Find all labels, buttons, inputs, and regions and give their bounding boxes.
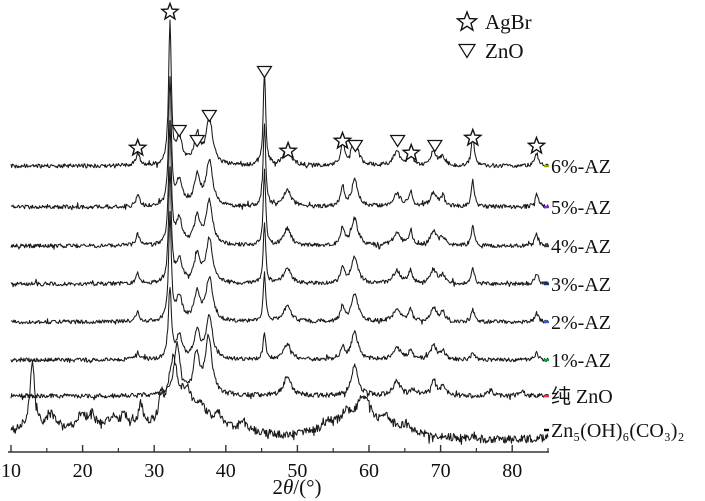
legend-star-icon	[455, 10, 479, 32]
series-label-3-az: 3%-AZ	[551, 274, 611, 296]
legend-label-zno: ZnO	[485, 39, 524, 63]
legend-triangle-down-icon	[457, 43, 477, 59]
star-marker-icon	[526, 135, 547, 155]
x-axis-label: 2θ/(°)	[272, 475, 321, 499]
x-tick-label: 10	[1, 460, 21, 482]
xrd-trace-2-az	[10, 210, 549, 325]
legend-label-agbr: AgBr	[485, 10, 532, 34]
series-label-zno: 纯 ZnO	[551, 385, 613, 408]
star-marker-icon	[332, 130, 353, 150]
x-tick-label: 80	[502, 460, 522, 482]
star-marker-icon	[127, 137, 148, 157]
series-label-6-az: 6%-AZ	[551, 156, 611, 178]
xrd-trace-1-az	[10, 286, 549, 364]
triangle-down-marker-icon	[347, 139, 364, 153]
series-label-1-az: 1%-AZ	[551, 350, 611, 372]
xrd-trace-4-az	[10, 120, 549, 250]
series-label-2-az: 2%-AZ	[551, 312, 611, 334]
x-tick-label: 60	[359, 460, 379, 482]
xrd-trace-3-az	[10, 166, 549, 288]
xrd-trace-zno	[10, 333, 549, 401]
x-tick-label: 50	[287, 460, 307, 482]
xrd-trace-6-az	[10, 19, 549, 169]
series-label-4-az: 4%-AZ	[551, 236, 611, 258]
star-marker-icon	[160, 1, 180, 21]
x-tick-label: 30	[144, 460, 164, 482]
triangle-down-marker-icon	[171, 124, 188, 138]
triangle-down-marker-icon	[426, 139, 443, 153]
xrd-trace-zn-oh-co	[10, 353, 549, 445]
star-marker-icon	[462, 127, 483, 147]
series-label-zn-oh-co: Zn₅(OH)₆(CO₃)₂	[551, 420, 684, 442]
triangle-down-marker-icon	[201, 109, 218, 123]
series-label-5-az: 5%-AZ	[551, 197, 611, 219]
xrd-trace-5-az	[10, 76, 549, 211]
triangle-down-marker-icon	[189, 134, 206, 148]
star-marker-icon	[401, 142, 422, 162]
x-tick-label: 20	[73, 460, 93, 482]
star-marker-icon	[278, 140, 299, 160]
x-tick-label: 70	[431, 460, 451, 482]
triangle-down-marker-icon	[389, 134, 406, 148]
triangle-down-marker-icon	[256, 65, 273, 79]
x-tick-label: 40	[216, 460, 236, 482]
